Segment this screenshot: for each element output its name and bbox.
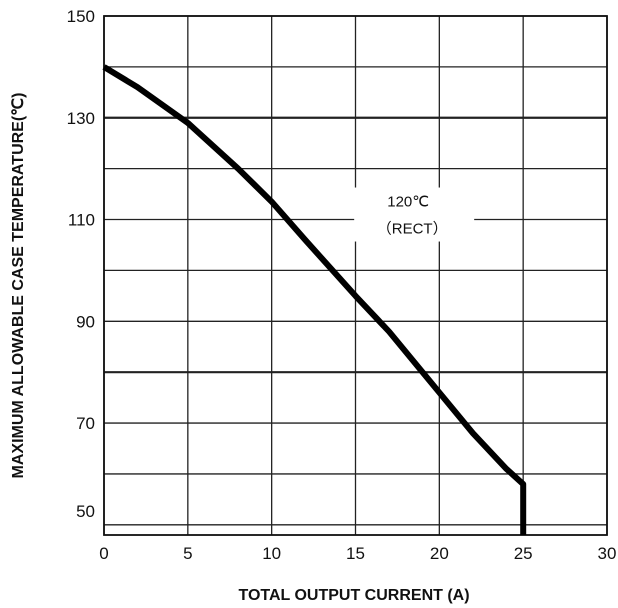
x-tick-label: 0	[99, 544, 108, 563]
x-tick-label: 20	[430, 544, 449, 563]
y-tick-label: 90	[76, 312, 95, 331]
annotation-background	[354, 187, 475, 242]
x-tick-label: 5	[183, 544, 192, 563]
grid	[103, 15, 608, 536]
x-tick-label: 25	[514, 544, 533, 563]
series-line	[102, 64, 527, 535]
y-tick-label: 130	[67, 109, 95, 128]
y-tick-label: 110	[68, 211, 95, 230]
x-tick-label: 30	[598, 544, 617, 563]
annotation: 120℃ （RECT）	[354, 187, 475, 242]
y-tick-label: 70	[76, 414, 95, 433]
x-tick-label: 10	[262, 544, 281, 563]
chart-marks	[102, 64, 527, 535]
x-tick-label: 15	[346, 544, 365, 563]
annotation-line2: （RECT）	[377, 221, 448, 238]
tick-labels: 0 5 10 15 20 25 30 150 130 110 90 70 50	[67, 7, 617, 563]
y-tick-label: 150	[67, 7, 95, 26]
y-axis-label: MAXIMUM ALLOWABLE CASE TEMPERATURE(℃)	[10, 93, 27, 479]
x-axis-label: TOTAL OUTPUT CURRENT (A)	[238, 587, 469, 604]
annotation-line1: 120℃	[387, 194, 429, 211]
y-tick-label: 50	[76, 502, 95, 521]
plot-frame	[103, 15, 608, 536]
